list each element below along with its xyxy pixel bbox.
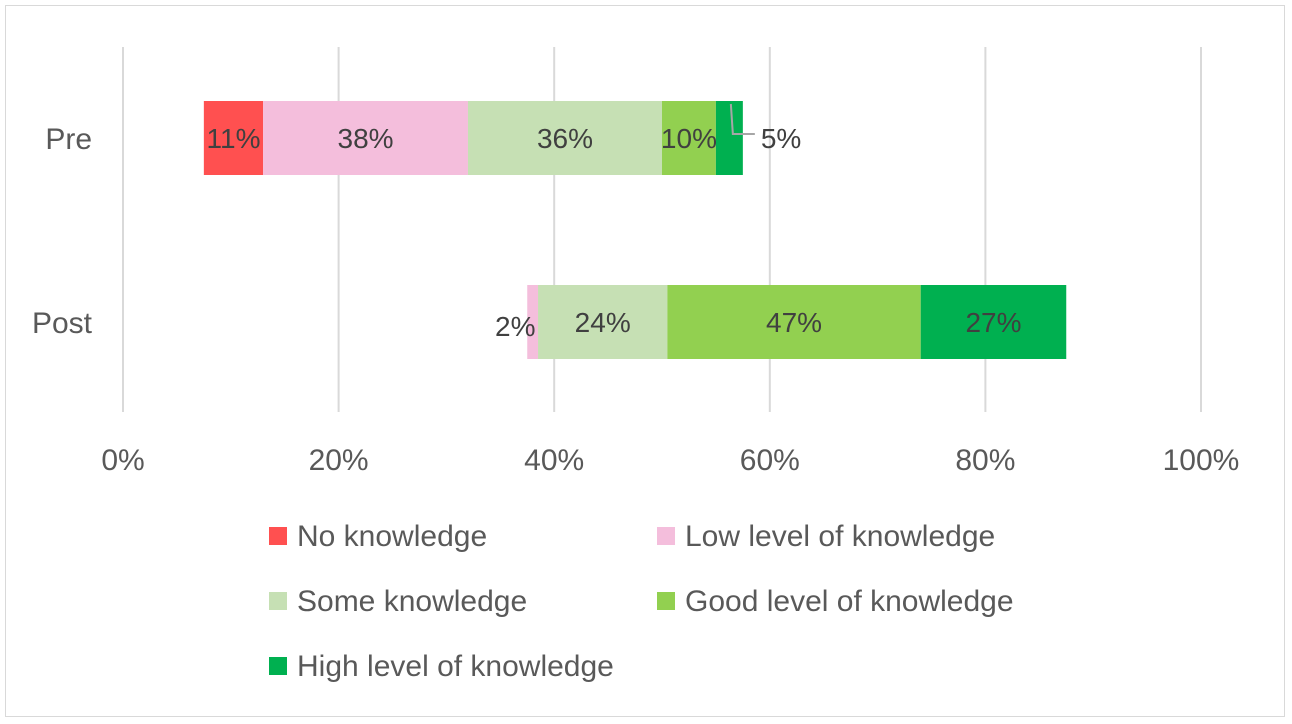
bar-pre-5 — [715, 101, 743, 175]
x-tick-label: 20% — [309, 444, 369, 477]
data-labels: 11% 38% 36% 10% 5% 2% 24% 47% 27% — [207, 103, 1022, 342]
x-tick-label: 0% — [101, 444, 144, 477]
category-label-post: Post — [32, 307, 93, 340]
data-label: 47% — [766, 307, 822, 338]
legend-label: Low level of knowledge — [685, 520, 995, 553]
x-axis-ticks: 0% 20% 40% 60% 80% 100% — [101, 444, 1239, 477]
data-label: 2% — [495, 311, 535, 342]
bar-pre-3 — [467, 101, 662, 175]
data-label: 11% — [207, 123, 261, 154]
x-tick-label: 100% — [1163, 444, 1240, 477]
category-label-pre: Pre — [45, 123, 92, 156]
bars — [203, 101, 1067, 359]
data-label: 36% — [537, 123, 593, 154]
bar-post-3 — [538, 285, 668, 359]
bar-post-4 — [667, 285, 921, 359]
legend-label: No knowledge — [297, 520, 487, 553]
data-label: 27% — [965, 307, 1021, 338]
bar-post-2 — [527, 285, 539, 359]
x-tick-label: 60% — [740, 444, 800, 477]
data-label: 10% — [661, 123, 717, 154]
legend-swatch — [657, 592, 675, 610]
data-label: 38% — [338, 123, 394, 154]
legend-swatch — [269, 592, 287, 610]
legend-swatch — [269, 657, 287, 675]
data-label: 5% — [761, 123, 801, 154]
bar-pre-2 — [263, 101, 468, 175]
label-leader-line — [729, 103, 755, 135]
legend-label: Some knowledge — [297, 585, 527, 618]
legend: No knowledge Low level of knowledge Some k… — [269, 520, 1014, 683]
legend-label: High level of knowledge — [297, 650, 614, 683]
legend-label: Good level of knowledge — [685, 585, 1014, 618]
legend-swatch — [657, 527, 675, 545]
x-tick-label: 40% — [524, 444, 584, 477]
x-tick-label: 80% — [955, 444, 1015, 477]
bar-post-5 — [920, 285, 1067, 359]
category-labels: Pre Post — [32, 123, 93, 340]
bar-pre-4 — [662, 101, 716, 175]
legend-swatch — [269, 527, 287, 545]
bar-pre-1 — [203, 101, 264, 175]
data-label: 24% — [575, 307, 631, 338]
